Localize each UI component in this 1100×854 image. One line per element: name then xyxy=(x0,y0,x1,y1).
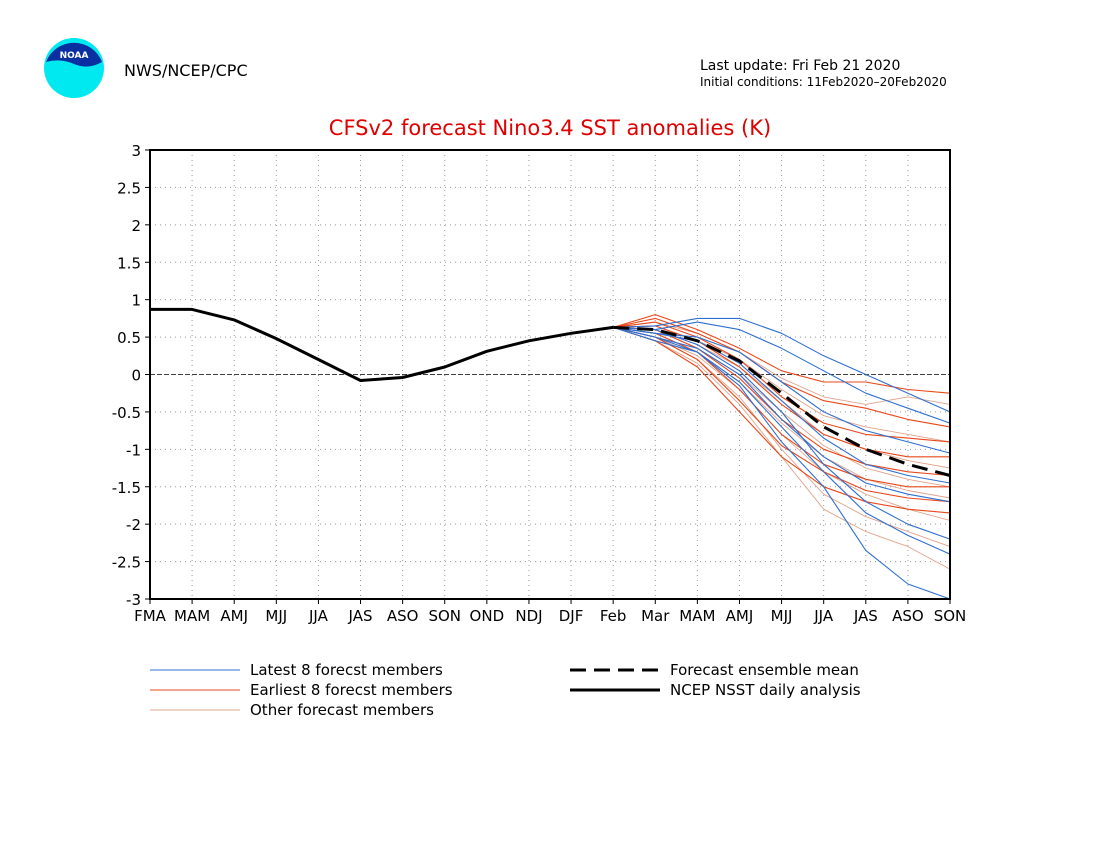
member-line xyxy=(613,326,951,477)
initial-conditions: Initial conditions: 11Feb2020–20Feb2020 xyxy=(700,75,947,89)
chart-title: CFSv2 forecast Nino3.4 SST anomalies (K) xyxy=(329,116,771,140)
y-tick-label: 0 xyxy=(131,367,141,385)
y-tick-label: 2.5 xyxy=(117,179,141,197)
y-tick-label: 0.5 xyxy=(117,329,141,347)
x-tick-label: MJJ xyxy=(771,607,793,625)
x-tick-label: JJA xyxy=(813,607,834,625)
x-tick-label: Feb xyxy=(600,607,627,625)
member-line xyxy=(613,326,950,488)
legend-label: Other forecast members xyxy=(250,701,434,719)
member-line xyxy=(613,326,951,600)
y-tick-label: -1.5 xyxy=(112,479,141,497)
legend-label: Earliest 8 forecst members xyxy=(250,681,453,699)
last-update: Last update: Fri Feb 21 2020 xyxy=(700,58,900,74)
legend-label: NCEP NSST daily analysis xyxy=(670,681,861,699)
plot-frame xyxy=(149,149,951,600)
member-line xyxy=(613,321,951,424)
x-tick-label: JJA xyxy=(308,607,329,625)
y-tick-label: 3 xyxy=(131,142,141,160)
y-tick-label: -3 xyxy=(126,591,141,609)
x-tick-label: MJJ xyxy=(265,607,287,625)
y-tick-label: 2 xyxy=(131,217,141,235)
x-tick-label: AMJ xyxy=(220,607,248,625)
member-line xyxy=(613,326,951,514)
logo-top xyxy=(46,42,102,67)
y-tick-label: -2.5 xyxy=(112,554,141,572)
logo-text: NOAA xyxy=(60,51,89,61)
member-line xyxy=(613,326,951,555)
legend-label: Latest 8 forecst members xyxy=(250,661,443,679)
main-line xyxy=(613,325,951,477)
y-tick-label: -0.5 xyxy=(112,404,141,422)
legend-label: Forecast ensemble mean xyxy=(670,661,859,679)
member-line xyxy=(613,326,951,484)
x-tick-label: ASO xyxy=(892,607,924,625)
x-tick-label: JAS xyxy=(853,607,878,625)
y-tick-label: 1 xyxy=(131,292,141,310)
y-tick-label: 1.5 xyxy=(117,254,141,272)
member-line xyxy=(613,326,951,503)
x-tick-label: SON xyxy=(428,607,461,625)
x-tick-label: SON xyxy=(934,607,967,625)
x-tick-label: NDJ xyxy=(515,607,542,625)
x-tick-label: OND xyxy=(470,607,505,625)
member-line xyxy=(613,326,951,570)
x-tick-label: DJF xyxy=(559,607,584,625)
x-tick-label: ASO xyxy=(387,607,419,625)
x-tick-label: MAM xyxy=(679,607,715,625)
member-line xyxy=(613,317,951,413)
member-line xyxy=(613,321,951,405)
x-tick-label: Mar xyxy=(641,607,670,625)
x-tick-label: AMJ xyxy=(726,607,754,625)
main-line xyxy=(150,307,614,382)
y-tick-label: -2 xyxy=(126,516,141,534)
agency: NWS/NCEP/CPC xyxy=(124,61,248,80)
x-tick-label: FMA xyxy=(134,607,167,625)
x-tick-label: JAS xyxy=(348,607,373,625)
x-tick-label: MAM xyxy=(174,607,210,625)
y-tick-label: -1 xyxy=(126,441,141,459)
member-line xyxy=(613,325,950,458)
